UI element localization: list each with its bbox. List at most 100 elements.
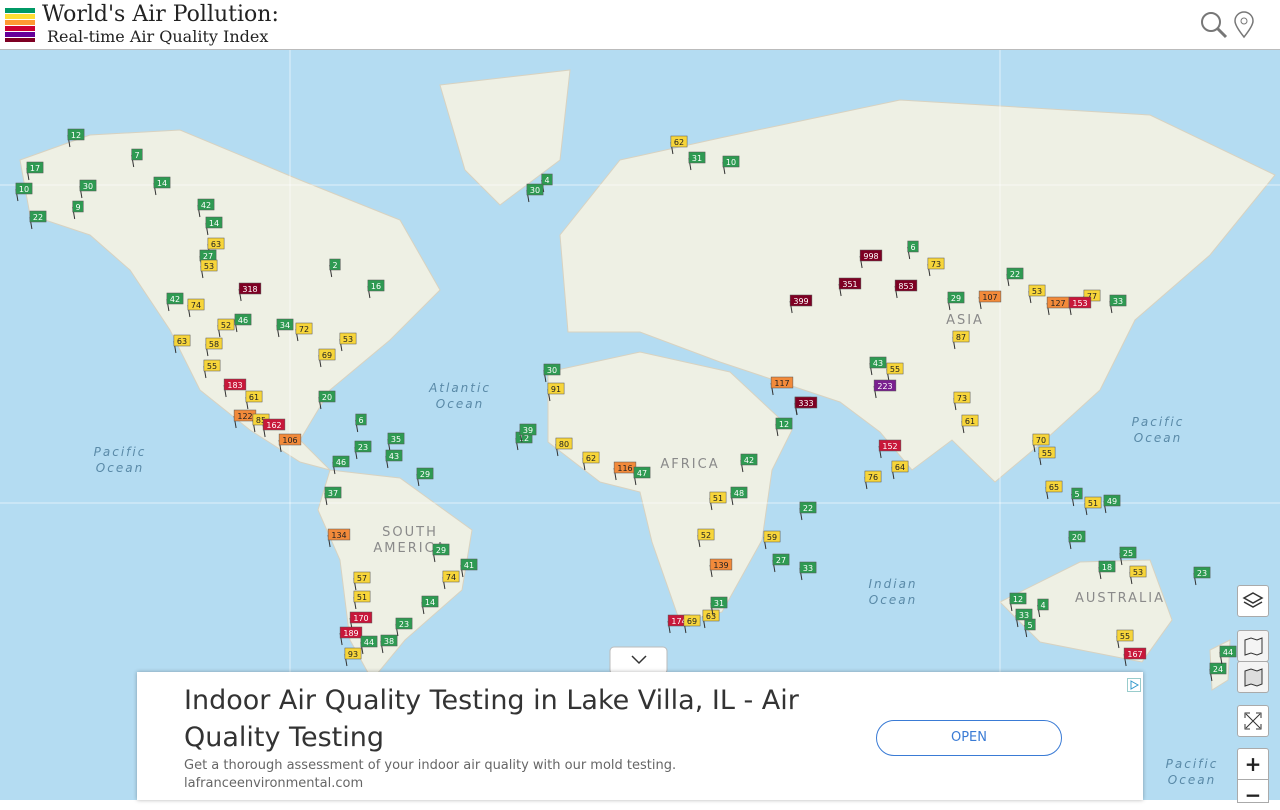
station[interactable]: 30 bbox=[526, 183, 544, 203]
station[interactable]: 65 bbox=[1045, 480, 1063, 500]
zoom-in[interactable]: + bbox=[1237, 748, 1269, 780]
station[interactable]: 51 bbox=[353, 590, 371, 610]
station[interactable]: 24 bbox=[1209, 662, 1227, 682]
location-icon[interactable] bbox=[1232, 10, 1256, 40]
station[interactable]: 48 bbox=[730, 486, 748, 506]
station[interactable]: 853 bbox=[894, 279, 918, 299]
station[interactable]: 53 bbox=[339, 332, 357, 352]
station[interactable]: 139 bbox=[709, 558, 733, 578]
station[interactable]: 52 bbox=[697, 528, 715, 548]
station[interactable]: 12 bbox=[67, 128, 85, 148]
station[interactable]: 107 bbox=[978, 290, 1002, 310]
station[interactable]: 20 bbox=[1068, 530, 1086, 550]
station[interactable]: 30 bbox=[543, 363, 561, 383]
station[interactable]: 117 bbox=[770, 376, 794, 396]
ad-title[interactable]: Indoor Air Quality Testing in Lake Villa… bbox=[184, 685, 799, 753]
station[interactable]: 62 bbox=[670, 135, 688, 155]
station[interactable]: 318 bbox=[238, 282, 262, 302]
station[interactable]: 162 bbox=[262, 418, 286, 438]
station[interactable]: 16 bbox=[367, 279, 385, 299]
map-button[interactable] bbox=[1237, 630, 1269, 662]
station[interactable]: 34 bbox=[276, 318, 294, 338]
station[interactable]: 42 bbox=[197, 198, 215, 218]
station[interactable]: 53 bbox=[1129, 565, 1147, 585]
station[interactable]: 44 bbox=[1219, 645, 1237, 665]
station[interactable]: 74 bbox=[442, 570, 460, 590]
station[interactable]: 64 bbox=[891, 460, 909, 480]
station[interactable]: 29 bbox=[432, 543, 450, 563]
station[interactable]: 23 bbox=[395, 617, 413, 637]
station[interactable]: 46 bbox=[332, 455, 350, 475]
station[interactable]: 31 bbox=[710, 596, 728, 616]
station[interactable]: 87 bbox=[952, 330, 970, 350]
station[interactable]: 33 bbox=[1109, 294, 1127, 314]
station[interactable]: 59 bbox=[763, 530, 781, 550]
station[interactable]: 35 bbox=[387, 432, 405, 452]
station[interactable]: 55 bbox=[1038, 446, 1056, 466]
station[interactable]: 9 bbox=[72, 200, 84, 220]
ad-open-button[interactable]: OPEN bbox=[876, 720, 1062, 756]
station[interactable]: 53 bbox=[1028, 284, 1046, 304]
station[interactable]: 69 bbox=[318, 348, 336, 368]
station[interactable]: 33 bbox=[799, 561, 817, 581]
station[interactable]: 41 bbox=[460, 558, 478, 578]
station[interactable]: 998 bbox=[859, 249, 883, 269]
station[interactable]: 73 bbox=[927, 257, 945, 277]
station[interactable]: 167 bbox=[1123, 647, 1147, 667]
station[interactable]: 42 bbox=[740, 453, 758, 473]
layers-button[interactable] bbox=[1237, 585, 1269, 617]
station[interactable]: 38 bbox=[380, 634, 398, 654]
station[interactable]: 23 bbox=[1193, 566, 1211, 586]
station[interactable]: 2 bbox=[329, 258, 341, 278]
station[interactable]: 51 bbox=[1084, 496, 1102, 516]
station[interactable]: 12 bbox=[775, 417, 793, 437]
station[interactable]: 52 bbox=[217, 318, 235, 338]
station[interactable]: 4 bbox=[1037, 598, 1049, 618]
station[interactable]: 152 bbox=[878, 439, 902, 459]
station[interactable]: 22 bbox=[1006, 267, 1024, 287]
station[interactable]: 189 bbox=[339, 626, 363, 646]
station[interactable]: 44 bbox=[360, 635, 378, 655]
station[interactable]: 73 bbox=[953, 391, 971, 411]
station[interactable]: 22 bbox=[29, 210, 47, 230]
station[interactable]: 61 bbox=[961, 414, 979, 434]
station[interactable]: 223 bbox=[873, 379, 897, 399]
station[interactable]: 14 bbox=[153, 176, 171, 196]
station[interactable]: 42 bbox=[166, 292, 184, 312]
station[interactable]: 62 bbox=[582, 451, 600, 471]
station[interactable]: 61 bbox=[245, 390, 263, 410]
station[interactable]: 14 bbox=[421, 595, 439, 615]
station[interactable]: 58 bbox=[205, 337, 223, 357]
station[interactable]: 22 bbox=[799, 501, 817, 521]
station[interactable]: 46 bbox=[234, 313, 252, 333]
zoom-out[interactable]: − bbox=[1237, 779, 1269, 807]
station[interactable]: 37 bbox=[324, 486, 342, 506]
station[interactable]: 134 bbox=[327, 528, 351, 548]
station[interactable]: 18 bbox=[1098, 560, 1116, 580]
station[interactable]: 12 bbox=[1009, 592, 1027, 612]
station[interactable]: 14 bbox=[205, 216, 223, 236]
station[interactable]: 47 bbox=[633, 466, 651, 486]
station[interactable]: 63 bbox=[173, 334, 191, 354]
station[interactable]: 17 bbox=[26, 161, 44, 181]
station[interactable]: 93 bbox=[344, 647, 362, 667]
station[interactable]: 127 bbox=[1046, 296, 1070, 316]
station[interactable]: 91 bbox=[547, 382, 565, 402]
station[interactable]: 74 bbox=[187, 298, 205, 318]
station[interactable]: 55 bbox=[1116, 629, 1134, 649]
fullscreen-button[interactable] bbox=[1237, 705, 1269, 737]
station[interactable]: 51 bbox=[709, 491, 727, 511]
station[interactable]: 55 bbox=[203, 359, 221, 379]
station[interactable]: 10 bbox=[722, 155, 740, 175]
station[interactable]: 30 bbox=[79, 179, 97, 199]
station[interactable]: 43 bbox=[385, 449, 403, 469]
station[interactable]: 183 bbox=[223, 378, 247, 398]
station[interactable]: 69 bbox=[683, 614, 701, 634]
station[interactable]: 55 bbox=[886, 362, 904, 382]
station[interactable]: 33 bbox=[1015, 608, 1033, 628]
ad-choices-icon[interactable] bbox=[1127, 678, 1141, 692]
station[interactable]: 10 bbox=[15, 182, 33, 202]
station[interactable]: 29 bbox=[947, 291, 965, 311]
station[interactable]: 43 bbox=[869, 356, 887, 376]
